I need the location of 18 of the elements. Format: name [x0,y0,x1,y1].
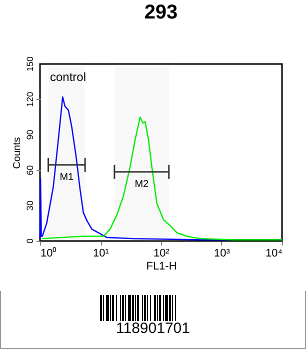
x-tick-label: 10³ [214,248,230,260]
x-tick-label: 10⁰ [40,246,57,260]
x-tick-label: 10⁴ [266,248,283,260]
y-axis-title: Counts [12,137,23,169]
y-tick-label: 60 [25,165,35,176]
y-tick-label: 150 [25,56,35,72]
annotation: control [50,70,86,84]
x-axis-title: FL1-H [146,260,177,272]
y-tick-label: 30 [25,200,35,211]
band-label: M2 [134,178,150,190]
chart-title: 293 [144,1,178,24]
x-tick-label: 10² [154,248,170,260]
y-tick-label: 120 [25,92,35,107]
text: 118901701 [115,320,191,337]
y-tick-label: 0 [25,238,35,244]
band-label: M1 [60,172,74,183]
y-tick-label: 90 [25,130,35,140]
x-tick-label: 10¹ [93,248,110,260]
